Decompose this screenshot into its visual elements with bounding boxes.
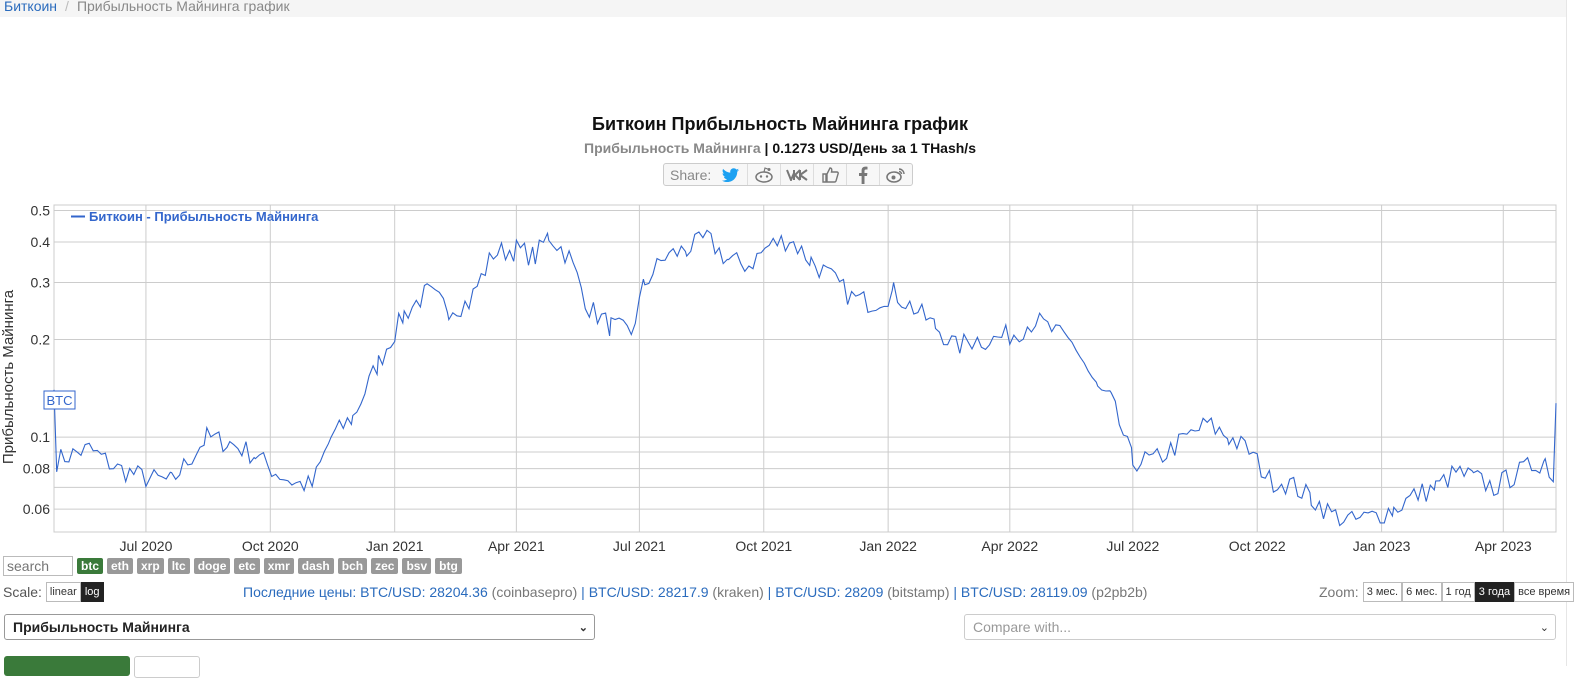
x-tick-label: Jan 2021 — [366, 538, 424, 554]
x-tick-label: Oct 2021 — [735, 538, 792, 554]
zoom-3y-button[interactable]: 3 года — [1474, 582, 1515, 602]
zoom-1y-button[interactable]: 1 год — [1441, 582, 1475, 602]
y-tick-label: 0.4 — [31, 234, 51, 250]
zoom-3m-button[interactable]: 3 мес. — [1362, 582, 1403, 602]
metric-select-value: Прибыльность Майнинга — [13, 619, 190, 635]
x-tick-label: Apr 2021 — [488, 538, 545, 554]
coin-button-btg[interactable]: btg — [435, 558, 462, 574]
chart-subtitle: Прибыльность Майнинга | 0.1273 USD/День … — [0, 140, 1560, 156]
coin-search-input[interactable] — [3, 556, 73, 576]
price-item[interactable]: BTC/USD: 28204.36 (coinbasepro) — [360, 584, 578, 600]
compare-select[interactable]: Compare with... ⌄ — [964, 614, 1556, 640]
series-tag: BTC — [43, 390, 76, 410]
x-tick-label: Apr 2022 — [981, 538, 1038, 554]
coin-button-etc[interactable]: etc — [234, 558, 260, 574]
zoom-6m-button[interactable]: 6 мес. — [1402, 582, 1442, 602]
x-axis-ticks: Jul 2020 Oct 2020 Jan 2021 Apr 2021 Jul 2021… — [119, 538, 1531, 554]
share-label: Share: — [670, 166, 712, 183]
chevron-down-icon: ⌄ — [578, 622, 588, 634]
scale-label: Scale: — [3, 584, 42, 600]
coin-button-bsv[interactable]: bsv — [402, 558, 432, 574]
bottom-primary-button[interactable] — [4, 656, 130, 676]
chart-title: Биткоин Прибыльность Майнинга график — [592, 114, 968, 134]
reddit-icon[interactable] — [747, 164, 780, 185]
price-item[interactable]: BTC/USD: 28209 (bitstamp) — [775, 584, 950, 600]
zoom-all-button[interactable]: все время — [1514, 582, 1575, 602]
breadcrumb-current: Прибыльность Майнинга график — [76, 0, 290, 14]
chart-grid — [53, 204, 1557, 533]
y-tick-label: 0.3 — [31, 274, 51, 290]
zoom-label: Zoom: — [1319, 584, 1359, 600]
breadcrumb: Биткоин / Прибыльность Майнинга график — [0, 0, 1567, 17]
y-axis-ticks: 0.5 0.4 0.3 0.2 0.1 0.08 0.06 — [23, 203, 50, 518]
coin-button-ltc[interactable]: ltc — [167, 558, 190, 574]
prices-label: Последние цены: — [243, 584, 357, 600]
latest-prices: Последние цены: BTC/USD: 28204.36 (coinb… — [243, 584, 1148, 600]
vk-icon[interactable] — [780, 164, 813, 185]
y-tick-label: 0.1 — [31, 429, 51, 445]
breadcrumb-root-link[interactable]: Биткоин — [4, 0, 58, 14]
x-tick-label: Jul 2020 — [119, 538, 172, 554]
twitter-icon[interactable] — [715, 164, 747, 185]
y-tick-label: 0.06 — [23, 501, 50, 517]
coin-button-doge[interactable]: doge — [193, 558, 231, 574]
y-tick-label: 0.2 — [31, 332, 51, 348]
coin-button-xmr[interactable]: xmr — [263, 558, 294, 574]
x-tick-label: Oct 2020 — [242, 538, 299, 554]
coin-button-dash[interactable]: dash — [297, 558, 334, 574]
legend[interactable]: Биткоин - Прибыльность Майнинга — [71, 209, 319, 224]
profitability-series-line — [53, 229, 1557, 527]
x-tick-label: Jul 2022 — [1106, 538, 1159, 554]
page-scrollbar[interactable] — [1566, 0, 1587, 666]
x-tick-label: Jan 2023 — [1353, 538, 1411, 554]
scale-log-button[interactable]: log — [80, 582, 104, 602]
breadcrumb-separator: / — [65, 0, 69, 14]
x-tick-label: Jan 2022 — [859, 538, 917, 554]
metric-select[interactable]: Прибыльность Майнинга ⌄ — [4, 614, 595, 640]
chevron-down-icon: ⌄ — [1539, 622, 1549, 634]
weibo-icon[interactable] — [879, 164, 912, 185]
y-tick-label: 0.5 — [31, 203, 51, 219]
scale-linear-button[interactable]: linear — [45, 582, 81, 602]
subtitle-metric: Прибыльность Майнинга — [584, 140, 761, 156]
coin-button-bch[interactable]: bch — [337, 558, 368, 574]
price-item[interactable]: BTC/USD: 28119.09 (p2pb2b) — [960, 584, 1148, 600]
subtitle-value: | 0.1273 USD/День за 1 THash/s — [764, 140, 976, 156]
y-axis-label: Прибыльность Майнинга — [0, 289, 17, 464]
compare-select-placeholder: Compare with... — [973, 619, 1072, 635]
series-tag-label: BTC — [47, 393, 73, 408]
scale-control: Scale: linear log — [3, 582, 104, 602]
legend-label: Биткоин - Прибыльность Майнинга — [89, 209, 319, 224]
price-item[interactable]: BTC/USD: 28217.9 (kraken) — [588, 584, 764, 600]
plot-frame — [53, 204, 1557, 533]
chart-area: 0.5 0.4 0.3 0.2 0.1 0.08 0.06 Jul 2020 Oct 2020… — [0, 203, 1557, 554]
bottom-secondary-button[interactable] — [134, 656, 200, 678]
coin-button-btc[interactable]: btc — [77, 558, 103, 574]
x-tick-label: Jul 2021 — [613, 538, 666, 554]
x-tick-label: Apr 2023 — [1475, 538, 1532, 554]
facebook-icon[interactable] — [846, 164, 879, 185]
zoom-control: Zoom: 3 мес. 6 мес. 1 год 3 года все вре… — [1319, 582, 1575, 602]
like-icon[interactable] — [813, 164, 846, 185]
share-bar: Share: — [663, 163, 914, 186]
x-tick-label: Oct 2022 — [1229, 538, 1286, 554]
coin-button-zec[interactable]: zec — [371, 558, 399, 574]
coin-button-xrp[interactable]: xrp — [137, 558, 164, 574]
coin-button-eth[interactable]: eth — [107, 558, 133, 574]
y-tick-label: 0.08 — [23, 461, 50, 477]
